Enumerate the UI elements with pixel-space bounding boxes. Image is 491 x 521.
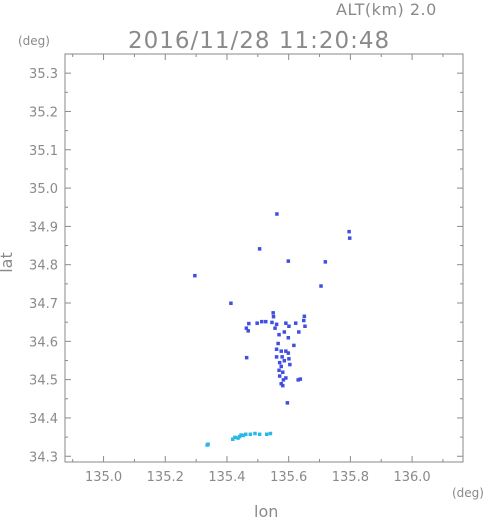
echo-point [231, 437, 235, 442]
echo-point [246, 329, 250, 333]
echo-point [281, 370, 285, 374]
x-axis-label: lon [254, 502, 279, 521]
echo-point [293, 321, 298, 325]
echo-point [275, 212, 279, 216]
echo-point [302, 314, 307, 319]
y-tick-label: 34.9 [29, 220, 58, 235]
x-axis-unit: (deg) [452, 486, 484, 500]
echo-point [296, 378, 300, 382]
echo-point [280, 355, 284, 359]
axis-tick-labels: 135.0 135.2 135.4 135.6 135.8 136.0 34.3 34.4 34… [29, 67, 431, 485]
echo-point [247, 321, 251, 326]
y-tick-label: 34.4 [29, 412, 58, 427]
y-tick-label: 35.3 [29, 67, 58, 82]
echo-point [260, 319, 264, 324]
echo-point [286, 259, 291, 263]
echo-point [248, 432, 253, 437]
y-axis-unit: (deg) [18, 34, 50, 48]
echo-point [298, 377, 303, 381]
echo-point [292, 343, 296, 348]
x-tick-label: 135.2 [147, 470, 184, 485]
echo-point [284, 321, 288, 325]
x-tick-label: 136.0 [393, 470, 430, 485]
echo-point [287, 357, 291, 361]
echo-point [284, 376, 288, 380]
x-tick-label: 135.6 [270, 470, 307, 485]
echo-point [271, 314, 276, 319]
y-tick-label: 34.7 [29, 297, 58, 312]
echo-point [206, 442, 210, 446]
echo-point [301, 318, 306, 323]
echo-point [257, 247, 262, 251]
echo-point [288, 362, 292, 367]
timestamp-title: 2016/11/28 11:20:48 [128, 28, 391, 54]
y-tick-label: 35.1 [29, 144, 58, 159]
echo-point [323, 260, 328, 264]
echo-point [274, 347, 279, 351]
echo-point [268, 431, 273, 436]
x-tick-label: 135.8 [332, 470, 369, 485]
echo-point [193, 273, 197, 278]
echo-point [264, 432, 269, 437]
echo-point [244, 355, 249, 360]
echo-point [277, 360, 282, 365]
echo-point [282, 358, 287, 363]
echo-point [270, 320, 274, 325]
echo-point [241, 433, 246, 438]
echo-point [274, 322, 279, 327]
y-tick-label: 34.5 [29, 374, 58, 389]
echo-point [347, 229, 351, 234]
echo-point [303, 324, 307, 328]
echo-point [233, 435, 237, 440]
echo-point [271, 311, 275, 315]
echo-point [239, 433, 243, 437]
echo-point [277, 332, 281, 337]
axis-ticks [65, 53, 463, 462]
echo-point [229, 301, 233, 306]
echo-point [297, 330, 301, 334]
echo-point [244, 326, 249, 330]
y-tick-label: 35.0 [29, 182, 58, 197]
echo-point [274, 355, 279, 359]
echo-point [287, 324, 291, 328]
echo-point [276, 341, 280, 346]
echo-point [281, 378, 286, 382]
echo-point [253, 431, 257, 436]
echo-point [286, 335, 291, 340]
echo-point [284, 349, 288, 353]
echo-point [277, 368, 281, 373]
y-tick-label: 35.2 [29, 105, 58, 120]
plot-frame [64, 53, 464, 463]
y-tick-label: 34.8 [29, 259, 58, 274]
altitude-label: ALT(km) 2.0 [336, 0, 437, 19]
echo-point [281, 383, 285, 388]
x-tick-label: 135.4 [208, 470, 245, 485]
x-tick-label: 135.0 [85, 470, 122, 485]
echo-marks [193, 212, 352, 447]
echo-point [285, 401, 290, 405]
echo-point [347, 236, 352, 240]
echo-point [282, 330, 287, 334]
echo-point [319, 284, 323, 288]
echo-point [277, 374, 282, 378]
echo-point [264, 319, 268, 324]
y-tick-label: 34.6 [29, 335, 58, 350]
echo-point [243, 432, 248, 437]
echo-point [279, 349, 283, 353]
echo-point [279, 381, 283, 386]
y-tick-label: 34.3 [29, 450, 58, 465]
echo-point [273, 326, 277, 330]
echo-point [257, 432, 262, 437]
echo-point [279, 364, 283, 369]
echo-point [286, 351, 291, 355]
echo-point [255, 321, 259, 325]
